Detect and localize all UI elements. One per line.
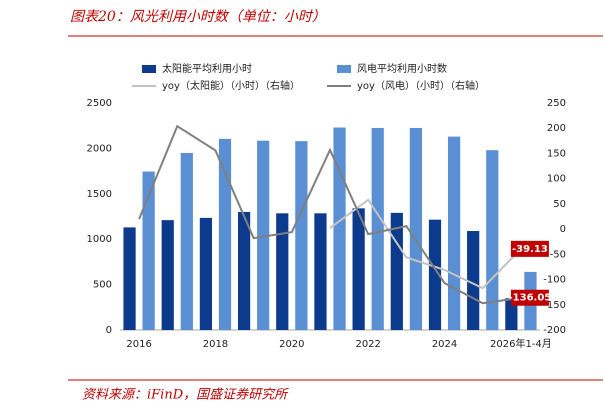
y-tick-label: 1500 [87, 189, 112, 200]
y2-tick-label: -200 [543, 325, 566, 336]
y-tick-label: 2000 [87, 143, 112, 154]
x-tick-label: 2020 [279, 339, 304, 350]
y-tick-label: 2500 [87, 98, 112, 109]
line [138, 124, 522, 305]
bar [257, 140, 270, 330]
x-tick-label: 2026年1-4月 [490, 337, 552, 350]
bar [486, 150, 499, 330]
y2-tick-label: 50 [553, 199, 566, 210]
legend-label: yoy（太阳能）（小时）（右轴） [162, 79, 300, 92]
bar [314, 213, 327, 330]
y2-tick-label: 200 [547, 123, 566, 134]
bar [409, 127, 423, 330]
x-tick-label: 2018 [203, 339, 228, 350]
bar [371, 127, 384, 330]
chart-title: 图表20：风光利用小时数（单位：小时） [70, 9, 326, 25]
x-tick-label: 2024 [432, 339, 457, 350]
bar [180, 152, 193, 330]
x-tick-label: 2016 [126, 339, 151, 350]
y2-tick-label: 100 [547, 174, 566, 185]
y2-tick-label: -50 [550, 249, 566, 260]
y-tick-label: 1000 [87, 234, 112, 245]
legend-label: yoy（风电）（小时）（右轴） [357, 79, 485, 92]
bar [467, 231, 480, 330]
bar [276, 213, 289, 330]
y2-tick-label: 250 [547, 98, 566, 109]
value-label-box [510, 240, 549, 257]
value-label-box [510, 289, 549, 306]
legend-label: 风电平均利用小时数 [357, 62, 447, 75]
value-label: -39.13 [512, 244, 548, 255]
bar [237, 211, 251, 330]
legend-label: 太阳能平均利用小时 [162, 62, 252, 75]
bar [199, 217, 213, 330]
y2-tick-label: -150 [543, 300, 566, 311]
bar [352, 208, 365, 330]
bar [505, 298, 518, 330]
y-tick-label: 500 [93, 280, 112, 291]
bar [161, 220, 174, 330]
source: 资料来源：iFinD，国盛证券研究所 [82, 387, 289, 403]
y2-tick-label: 150 [547, 148, 566, 159]
bar [295, 141, 308, 330]
bar [428, 219, 442, 330]
y2-tick-label: 0 [560, 224, 566, 235]
bar [218, 138, 232, 330]
bar [333, 127, 346, 331]
legend-swatch [142, 65, 156, 73]
bar [142, 171, 155, 330]
y-tick-label: 0 [106, 325, 112, 336]
x-tick-label: 2022 [355, 339, 380, 350]
bar [447, 136, 461, 330]
value-label: -136.05 [509, 293, 552, 304]
bar [390, 212, 403, 330]
legend-swatch [337, 65, 351, 73]
y2-tick-label: -100 [543, 275, 566, 286]
bar [123, 227, 136, 330]
line [329, 198, 522, 290]
